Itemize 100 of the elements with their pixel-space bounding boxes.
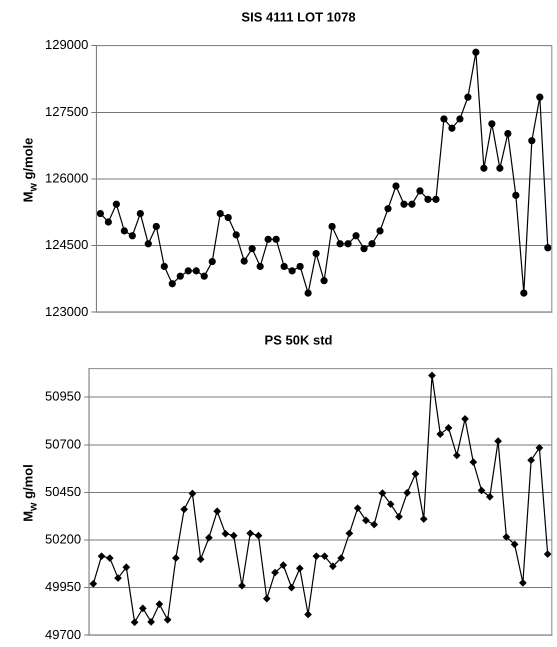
point	[461, 415, 469, 422]
point	[152, 222, 160, 230]
point	[428, 372, 436, 380]
point	[139, 604, 146, 612]
point	[486, 493, 494, 500]
point	[436, 430, 444, 438]
point	[520, 289, 528, 297]
y-tick-label: 123000	[44, 304, 88, 319]
point	[130, 618, 138, 626]
point	[453, 452, 460, 460]
point	[424, 196, 432, 203]
point	[362, 516, 370, 524]
point	[238, 582, 246, 590]
y-tick-label: 50700	[44, 436, 82, 452]
point	[248, 245, 256, 252]
point	[320, 277, 328, 284]
point	[494, 438, 502, 445]
point	[536, 444, 544, 452]
point	[90, 580, 97, 588]
point	[172, 554, 180, 562]
point	[404, 489, 411, 496]
point	[354, 504, 362, 512]
point	[528, 137, 536, 144]
y-tick-label: 50200	[44, 532, 82, 547]
point	[296, 262, 304, 270]
point	[263, 595, 270, 602]
point	[511, 540, 518, 548]
point	[432, 196, 440, 203]
point	[280, 562, 287, 569]
point	[230, 532, 238, 540]
point	[144, 240, 152, 248]
y-tick-label: 127500	[44, 104, 88, 119]
point	[272, 236, 280, 243]
point	[180, 506, 188, 513]
point	[376, 227, 384, 234]
point	[502, 533, 510, 541]
point	[104, 218, 112, 226]
point	[544, 550, 552, 558]
point	[264, 236, 272, 243]
chart-title: SIS 4111 LOT 1078	[241, 9, 356, 24]
point	[338, 554, 345, 562]
point	[528, 456, 535, 464]
point	[456, 115, 464, 123]
point	[160, 262, 168, 270]
point	[96, 210, 104, 218]
point	[288, 267, 296, 274]
point	[288, 584, 296, 592]
y-tick-label: 124500	[44, 237, 88, 252]
point	[480, 164, 488, 172]
point	[420, 515, 428, 523]
point	[412, 470, 420, 478]
point	[444, 424, 452, 432]
y-tick-label: 50950	[44, 388, 82, 404]
point	[106, 554, 114, 562]
point	[208, 258, 216, 266]
point	[378, 490, 386, 497]
point	[176, 272, 184, 280]
y-tick-label: 49950	[44, 579, 82, 594]
point	[222, 530, 230, 538]
point	[156, 600, 163, 608]
point	[197, 556, 204, 563]
point	[254, 532, 262, 540]
y-tick-label: 49700	[44, 626, 82, 642]
point	[496, 164, 504, 172]
point	[200, 272, 208, 280]
point	[321, 552, 328, 560]
point	[312, 552, 320, 560]
point	[205, 534, 213, 542]
point	[224, 214, 232, 222]
point	[512, 192, 520, 199]
point	[312, 250, 320, 258]
point	[329, 562, 336, 570]
point	[304, 289, 312, 297]
point	[336, 240, 344, 248]
point	[519, 579, 526, 586]
point	[464, 94, 472, 101]
point	[416, 187, 424, 194]
point	[472, 48, 480, 56]
point	[470, 458, 477, 466]
point	[387, 500, 394, 508]
point	[280, 262, 288, 270]
point	[368, 240, 376, 248]
point	[184, 267, 192, 274]
point	[192, 267, 200, 274]
point	[98, 552, 106, 560]
point	[188, 490, 196, 498]
point	[122, 564, 130, 571]
point	[392, 182, 400, 190]
y-tick-label: 129000	[44, 37, 88, 52]
point	[164, 616, 172, 624]
y-tick-label: 126000	[44, 170, 88, 186]
point	[232, 231, 240, 238]
point	[344, 240, 352, 248]
point	[136, 210, 144, 218]
point	[246, 530, 254, 537]
point	[504, 130, 512, 138]
point	[271, 568, 279, 576]
point	[440, 115, 448, 123]
point	[216, 210, 224, 218]
point	[352, 232, 360, 240]
